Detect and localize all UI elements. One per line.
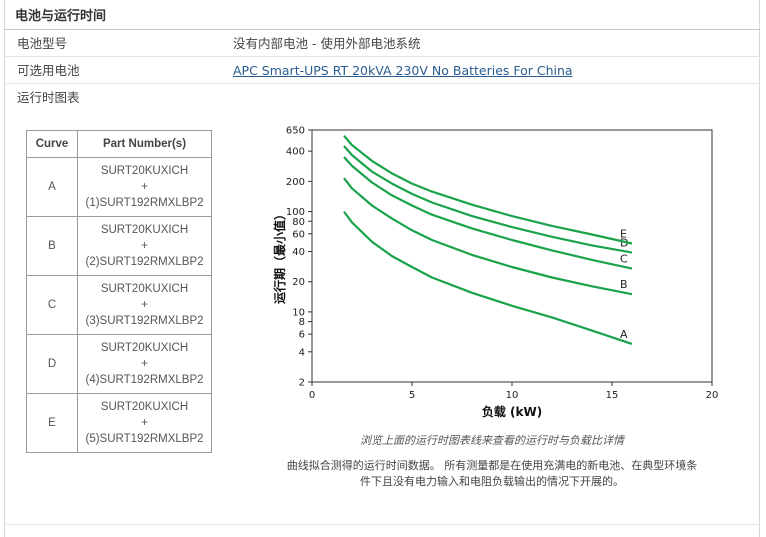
curve-cell: B: [26, 216, 78, 276]
plot-frame: [311, 129, 713, 383]
series-label-d: D: [620, 237, 628, 250]
y-tick-label: 2: [299, 378, 305, 389]
part-number-line: (1)SURT192RMXLBP2: [85, 197, 204, 209]
curve-cell: D: [26, 334, 78, 394]
y-tick-label: 400: [286, 147, 305, 158]
y-tick-label: 40: [292, 247, 305, 258]
part-number-line: +: [141, 240, 148, 252]
y-tick-label: 200: [286, 177, 305, 188]
chart-note-line: 件下且没有电力输入和电阻负载输出的情况下开展的。: [360, 475, 624, 488]
part-number-line: +: [141, 181, 148, 193]
bottom-divider: [4, 524, 760, 525]
parts-table-row: A SURT20KUXICH + (1)SURT192RMXLBP2: [26, 157, 212, 217]
parts-table-row: B SURT20KUXICH + (2)SURT192RMXLBP2: [26, 216, 212, 276]
y-tick-label: 20: [292, 277, 305, 288]
series-line-a: [343, 210, 633, 345]
x-tick-label: 10: [506, 390, 519, 401]
runtime-chart: 0 5 10 15 2024681020406080100200400650ABCDE负…: [272, 126, 719, 420]
part-number-line: (3)SURT192RMXLBP2: [85, 315, 204, 327]
series-line-d: [343, 145, 633, 254]
series-line-e: [343, 134, 633, 245]
part-number-line: SURT20KUXICH: [100, 401, 189, 413]
y-tick-label: 60: [292, 229, 305, 240]
battery-model-row: 电池型号 没有内部电池 - 使用外部电池系统: [4, 30, 760, 57]
runtime-chart-label: 运行时图表: [17, 90, 80, 105]
x-tick-label: 5: [409, 390, 415, 401]
part-numbers-header: Part Number(s): [77, 130, 212, 158]
part-number-line: SURT20KUXICH: [100, 342, 189, 354]
x-tick-label: 20: [706, 390, 719, 401]
section-title: 电池与运行时间: [4, 4, 760, 30]
optional-battery-label: 可选用电池: [17, 63, 80, 78]
part-number-line: SURT20KUXICH: [100, 165, 189, 177]
parts-table-row: D SURT20KUXICH + (4)SURT192RMXLBP2: [26, 334, 212, 394]
part-number-cell: SURT20KUXICH + (3)SURT192RMXLBP2: [77, 275, 212, 335]
parts-table-row: C SURT20KUXICH + (3)SURT192RMXLBP2: [26, 275, 212, 335]
parts-table-header: Curve Part Number(s): [26, 130, 212, 158]
content-frame: [4, 0, 760, 537]
parts-table: Curve Part Number(s) A SURT20KUXICH + (1)SU…: [26, 130, 212, 453]
series-label-b: B: [620, 278, 628, 291]
runtime-chart-row: 运行时图表: [4, 84, 760, 111]
x-tick-label: 0: [309, 390, 315, 401]
part-number-cell: SURT20KUXICH + (2)SURT192RMXLBP2: [77, 216, 212, 276]
series-line-c: [343, 156, 633, 270]
part-number-cell: SURT20KUXICH + (4)SURT192RMXLBP2: [77, 334, 212, 394]
part-number-line: (5)SURT192RMXLBP2: [85, 433, 204, 445]
optional-battery-link[interactable]: APC Smart-UPS RT 20kVA 230V No Batteries…: [233, 63, 573, 78]
battery-model-label: 电池型号: [17, 36, 68, 51]
y-tick-label: 80: [292, 217, 305, 228]
series-label-c: C: [620, 253, 628, 266]
part-number-cell: SURT20KUXICH + (5)SURT192RMXLBP2: [77, 393, 212, 453]
series-label-e: E: [620, 228, 627, 241]
curve-cell: A: [26, 157, 78, 217]
x-tick-label: 15: [606, 390, 619, 401]
chart-note-line: 曲线拟合测得的运行时间数据。 所有测量都是在使用充满电的新电池、在典型环境条: [286, 459, 698, 472]
curve-cell: C: [26, 275, 78, 335]
y-tick-label: 4: [299, 347, 305, 358]
parts-table-row: E SURT20KUXICH + (5)SURT192RMXLBP2: [26, 393, 212, 453]
part-number-line: +: [141, 358, 148, 370]
part-number-line: (4)SURT192RMXLBP2: [85, 374, 204, 386]
y-tick-label: 6: [299, 330, 305, 341]
curve-header: Curve: [26, 130, 78, 158]
part-number-line: (2)SURT192RMXLBP2: [85, 256, 204, 268]
series-label-a: A: [620, 328, 628, 341]
part-number-line: SURT20KUXICH: [100, 224, 189, 236]
y-axis-title: 运行期（最小值）: [272, 208, 287, 304]
y-tick-label: 650: [286, 126, 305, 137]
chart-note: 曲线拟合测得的运行时间数据。 所有测量都是在使用充满电的新电池、在典型环境条 件…: [262, 458, 722, 490]
part-number-cell: SURT20KUXICH + (1)SURT192RMXLBP2: [77, 157, 212, 217]
part-number-line: +: [141, 299, 148, 311]
battery-model-value: 没有内部电池 - 使用外部电池系统: [233, 36, 421, 51]
x-axis-title: 负载 (kW): [482, 404, 542, 419]
series-line-b: [343, 177, 633, 296]
part-number-line: SURT20KUXICH: [100, 283, 189, 295]
chart-caption: 浏览上面的运行时图表线来查看的运行时与负载比详情: [360, 434, 624, 447]
y-tick-label: 100: [286, 207, 305, 218]
curve-cell: E: [26, 393, 78, 453]
part-number-line: +: [141, 417, 148, 429]
y-tick-label: 8: [299, 317, 305, 328]
optional-battery-row: 可选用电池 APC Smart-UPS RT 20kVA 230V No Bat…: [4, 57, 760, 84]
y-tick-label: 10: [292, 307, 305, 318]
